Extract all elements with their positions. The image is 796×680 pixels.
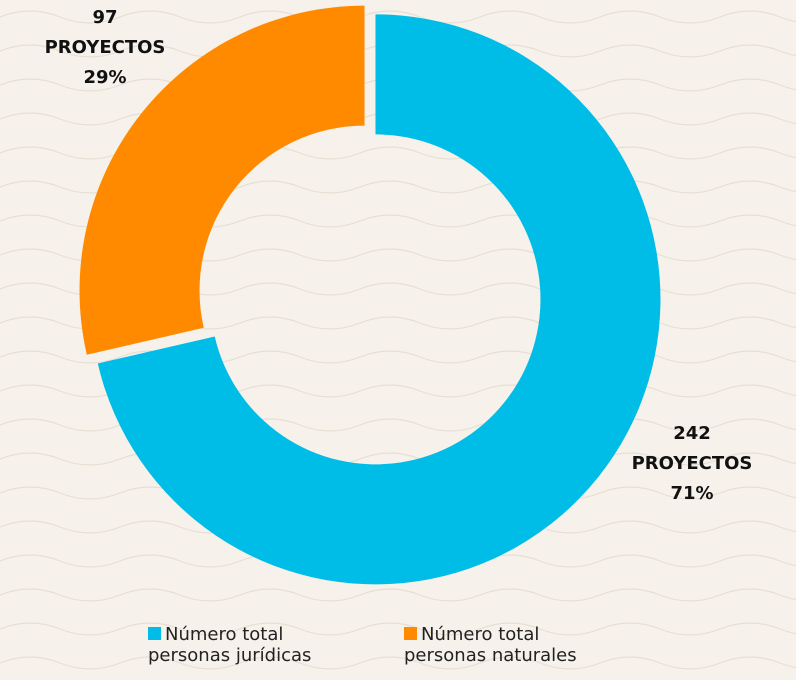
- slice: [97, 14, 661, 585]
- data-label-unit: PROYECTOS: [632, 453, 753, 474]
- data-label: 242: [673, 423, 711, 444]
- data-label: 97: [92, 7, 117, 28]
- legend-swatch: [404, 627, 417, 640]
- slice: [79, 5, 365, 355]
- legend-label: Número total personas naturales: [404, 624, 577, 666]
- legend-label: Número total personas jurídicas: [148, 624, 312, 666]
- legend-swatch: [148, 627, 161, 640]
- percentage-label: 71%: [670, 483, 713, 504]
- legend: Número total personas jurídicas Número to…: [0, 624, 796, 680]
- percentage-label: 29%: [83, 67, 126, 88]
- data-label-unit: PROYECTOS: [45, 37, 166, 58]
- legend-item: Número total personas naturales: [404, 624, 584, 666]
- slices: [79, 5, 661, 585]
- legend-item: Número total personas jurídicas: [148, 624, 328, 666]
